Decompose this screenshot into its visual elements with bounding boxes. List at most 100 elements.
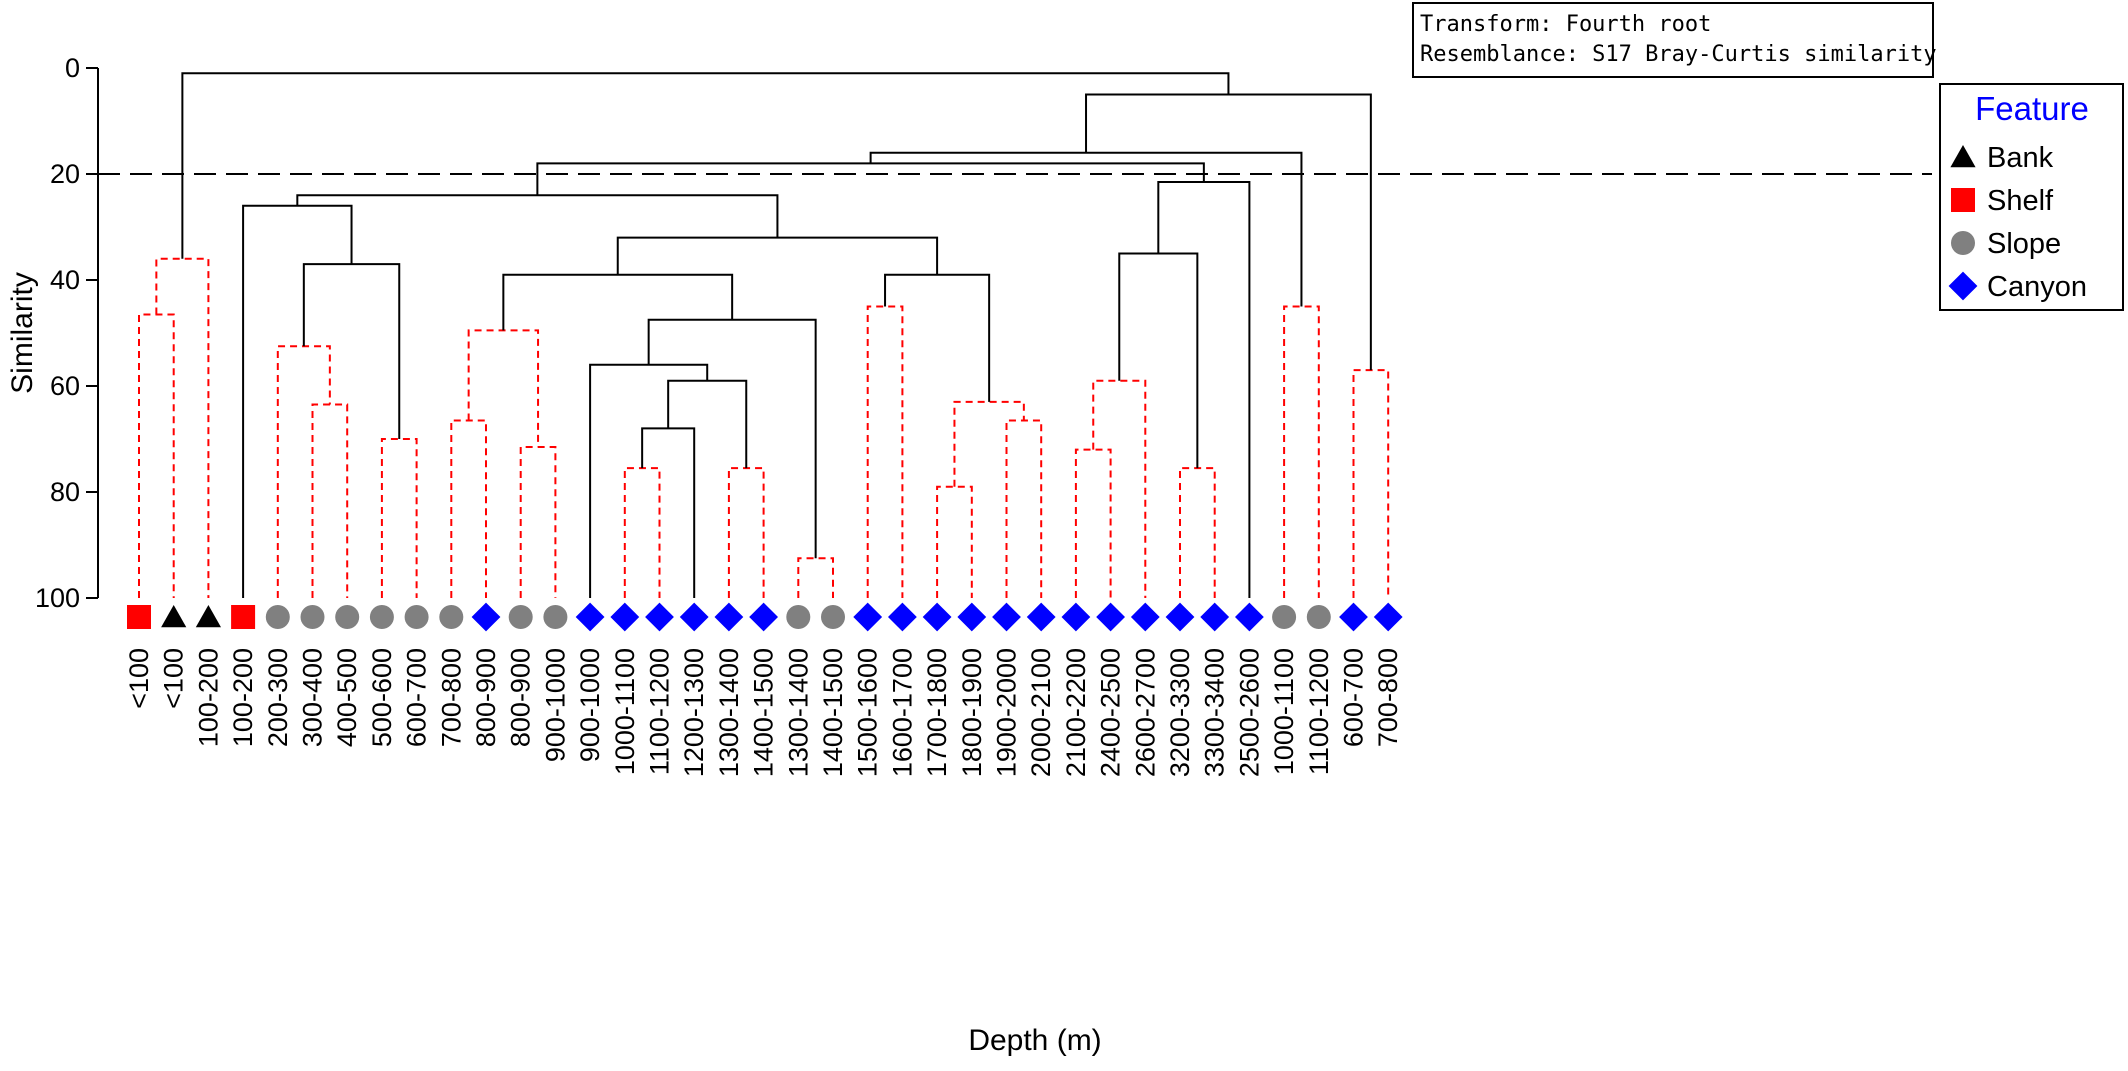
leaf-label: 100-200 bbox=[193, 648, 223, 747]
leaf-label: 700-800 bbox=[436, 648, 466, 747]
leaf-marker-slope bbox=[508, 605, 533, 629]
x-axis-title: Depth (m) bbox=[968, 1024, 1101, 1057]
leaf-label: 1000-1100 bbox=[610, 648, 640, 775]
dendrogram-branch-m23 bbox=[884, 273, 991, 402]
leaf-label: 1800-1900 bbox=[957, 648, 987, 777]
leaf-label: 3200-3300 bbox=[1165, 648, 1195, 777]
leaf-marker-slope bbox=[1272, 605, 1297, 629]
leaf-label: 600-700 bbox=[402, 648, 432, 747]
dendrogram-branch-m26 bbox=[1074, 448, 1112, 598]
leaf-label: 800-900 bbox=[506, 648, 536, 747]
leaf-marker-bank bbox=[161, 605, 187, 628]
dendrogram-branch-m8 bbox=[450, 419, 487, 598]
dendrogram-branch-m20 bbox=[936, 485, 973, 598]
dendrogram-branch-m6 bbox=[302, 263, 401, 439]
leaf-marker-shelf bbox=[127, 605, 151, 629]
dendrogram-branch-m11 bbox=[623, 467, 661, 598]
leaf-marker-slope bbox=[786, 605, 811, 629]
y-tick-label: 40 bbox=[50, 265, 80, 295]
dendrogram-branch-m30 bbox=[1157, 180, 1251, 598]
leaf-marker-canyon bbox=[992, 602, 1021, 632]
leaf-label: 2100-2200 bbox=[1061, 648, 1091, 777]
dendrogram-branch-m19 bbox=[866, 305, 904, 598]
y-axis: 0 20 40 60 80 100 bbox=[35, 53, 99, 613]
leaf-label: 2000-2100 bbox=[1026, 648, 1056, 777]
leaf-marker-canyon bbox=[714, 602, 744, 632]
dendrogram-branch-m24 bbox=[616, 236, 939, 275]
dendrogram-branch-m15 bbox=[589, 363, 709, 598]
leaf-label: 1100-1200 bbox=[645, 648, 675, 775]
leaf-label: 400-500 bbox=[332, 648, 362, 747]
leaf-marker-slope bbox=[404, 605, 429, 629]
leaf-label: <100 bbox=[159, 648, 189, 709]
legend-marker-shelf bbox=[1951, 188, 1975, 212]
legend-marker-canyon bbox=[1948, 271, 1978, 301]
leaf-label: 800-900 bbox=[471, 648, 501, 747]
legend-item-bank: Bank bbox=[1987, 142, 2054, 174]
leaf-label: 1300-1400 bbox=[783, 648, 813, 777]
dendrogram-branch-m13 bbox=[727, 467, 765, 598]
leaf-marker-canyon bbox=[575, 602, 605, 632]
y-tick-label: 100 bbox=[35, 583, 80, 613]
leaf-label: 2500-2600 bbox=[1234, 648, 1264, 777]
leaf-marker-canyon bbox=[749, 602, 778, 632]
legend-item-canyon: Canyon bbox=[1987, 271, 2087, 303]
dendrogram-branch-m3 bbox=[311, 403, 349, 598]
leaf-marker-canyon bbox=[1165, 602, 1195, 632]
leaf-label: 900-1000 bbox=[540, 648, 570, 762]
leaf-label: 1500-1600 bbox=[853, 648, 883, 777]
leaf-marker-canyon bbox=[1026, 602, 1056, 632]
leaf-marker-canyon bbox=[957, 602, 987, 632]
dendrogram-branch-m31 bbox=[536, 162, 1205, 196]
leaf-marker-slope bbox=[265, 605, 290, 629]
leaf-label: 100-200 bbox=[228, 648, 258, 747]
dendrogram-branch-m33 bbox=[869, 151, 1303, 307]
leaf-markers-and-labels: <100 <100 100-200 100-200 200-300 300-400 400-… bbox=[124, 602, 1403, 777]
dendrogram-branch-m32 bbox=[1283, 305, 1320, 598]
y-tick-label: 60 bbox=[50, 371, 80, 401]
dendrogram-branch-m10 bbox=[467, 329, 540, 447]
leaf-marker-canyon bbox=[1130, 602, 1160, 632]
leaf-marker-slope bbox=[543, 605, 568, 629]
dendrogram-branch-m35 bbox=[1085, 93, 1372, 371]
leaf-marker-slope bbox=[335, 605, 360, 629]
leaf-label: <100 bbox=[124, 648, 154, 709]
leaf-marker-slope bbox=[439, 605, 464, 629]
leaf-marker-canyon bbox=[888, 602, 917, 632]
dendrogram-branch-m29 bbox=[1118, 252, 1199, 469]
leaf-label: 900-1000 bbox=[575, 648, 605, 762]
leaf-marker-canyon bbox=[1373, 602, 1403, 632]
dendrogram-branch-m12 bbox=[641, 427, 696, 598]
leaf-marker-canyon bbox=[1200, 602, 1230, 632]
dendrogram-branch-m4 bbox=[276, 345, 331, 598]
y-tick-label: 80 bbox=[50, 477, 80, 507]
leaf-label: 200-300 bbox=[263, 648, 293, 747]
dendrogram-branch-m22 bbox=[953, 400, 1025, 487]
leaf-marker-canyon bbox=[1339, 602, 1368, 632]
dendrogram-branch-m5 bbox=[380, 438, 418, 598]
dendrogram-branch-m17 bbox=[647, 318, 817, 559]
dendrogram-branch-m1 bbox=[138, 313, 175, 598]
dendrogram-branch-m2 bbox=[155, 257, 210, 598]
leaf-label: 2600-2700 bbox=[1130, 648, 1160, 777]
leaf-label: 3300-3400 bbox=[1200, 648, 1230, 777]
leaf-label: 1000-1100 bbox=[1269, 648, 1299, 775]
dendrogram-branch-m16 bbox=[797, 557, 834, 598]
leaf-label: 1100-1200 bbox=[1304, 648, 1334, 775]
leaf-marker-canyon bbox=[1235, 602, 1264, 632]
y-tick-label: 0 bbox=[65, 53, 80, 83]
info-box-line: Transform: Fourth root bbox=[1420, 12, 1711, 37]
info-box-frame bbox=[1412, 2, 1934, 78]
dendrogram-branch-m28 bbox=[1179, 467, 1216, 598]
leaf-label: 2400-2500 bbox=[1096, 648, 1126, 777]
leaf-marker-canyon bbox=[645, 602, 674, 632]
leaf-label: 1200-1300 bbox=[679, 648, 709, 777]
leaf-label: 1300-1400 bbox=[714, 648, 744, 777]
dendrogram-branch-m25 bbox=[296, 194, 779, 238]
leaf-label: 1400-1500 bbox=[818, 648, 848, 777]
dendrogram-branch-m27 bbox=[1092, 379, 1147, 598]
leaf-marker-canyon bbox=[1061, 602, 1091, 632]
leaf-label: 700-800 bbox=[1373, 648, 1403, 747]
dendrogram-branch-m34 bbox=[1352, 369, 1390, 598]
leaf-marker-slope bbox=[300, 605, 325, 629]
